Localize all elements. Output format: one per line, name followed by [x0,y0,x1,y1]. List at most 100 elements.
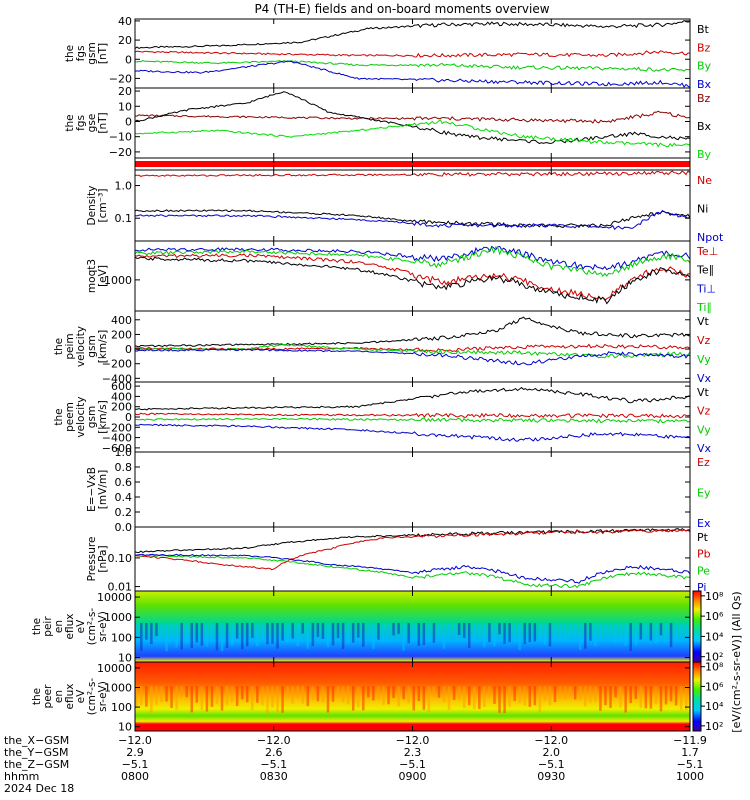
y-tick-label: 100 [111,701,132,714]
spectrogram-streak [230,686,234,703]
y-tick-label: 10 [118,100,132,113]
spectrogram-streak [387,622,390,636]
spectrogram-streak [296,686,299,699]
spectrogram-streak [644,686,648,709]
series-line-Bz [135,50,690,58]
series-line-Bt [135,19,690,49]
series-line-By [135,119,690,148]
ephemeris-value: 0900 [399,770,427,783]
legend-peim-velocity-3: Vx [697,372,712,385]
ephemeris-value: −11.9 [673,734,707,747]
spectrogram-streak [533,686,537,706]
spectrogram-streak [306,686,310,707]
spectrogram-streak [548,622,552,647]
series-line-By [135,60,690,72]
spectrogram-streak [291,686,294,704]
spectrogram-streak [402,622,405,651]
spectrogram-streak [447,686,451,710]
y-tick-label: 0.6 [115,476,133,489]
spectrogram-streak [190,686,193,713]
spectrogram-streak [377,686,380,701]
panel-ylabel-line: [km/s] [97,400,109,434]
spectrogram-streak [412,622,415,641]
spectrogram-streak [513,686,516,701]
spectrogram-streak [220,622,224,652]
spectrogram-streak [629,686,632,704]
ephemeris-table: the_X−GSM −12.0 −12.0 −12.0 −12.0 −11.9 the_Y−… [4,734,707,795]
y-tick-label: 10 [118,652,132,665]
spectrogram-streak [372,686,375,701]
panel-ylabel-line: peim [64,333,76,359]
spec-ylabel-line: en [53,690,65,703]
legend-peem-velocity-1: Vz [697,405,711,418]
spectrogram-streak [629,622,632,651]
spectrogram-streak [584,686,587,707]
spectrogram-streak [372,622,375,649]
spectrogram-streak [523,686,526,706]
colorbar-tick-label: 10⁴ [705,700,724,713]
spectrogram-streak [432,686,436,698]
spectrogram-streak [180,686,183,698]
y-tick-label: 600 [111,380,132,393]
series-line-Ti∥ [135,246,690,277]
spectrogram-streak [659,686,663,712]
spectrogram-streak [488,622,491,643]
y-tick-label: 100 [111,631,132,644]
spectrogram-peer-en-eflux: 10000 1000 100 10 the peer en eflux eV (cm²-s-sr-… [31,661,691,734]
spectrogram-streak [664,686,668,705]
spectrogram-streak [649,622,653,641]
y-tick-label: 1000 [104,681,132,694]
spectrogram-streak [609,686,612,709]
panel-ylabel-line: fgs [75,46,87,62]
spectrogram-streak [210,622,214,636]
ephemeris-value: 1.7 [681,746,699,759]
spectrogram-streak [220,686,224,711]
spectrogram-streak [362,622,365,647]
spectrogram-streak [331,686,335,702]
spec-ylabel-line: peer [42,684,54,709]
spectrogram-streak [644,622,648,636]
spectrogram-streak [634,686,637,699]
spectrogram-streak [528,622,532,643]
ephemeris-value: −5.1 [122,758,149,771]
ephemeris-row-label: the_X−GSM [4,734,69,747]
series-line-Bx [135,91,690,145]
series-line-Bx [135,60,690,88]
spectrogram-streak [447,622,451,635]
y-tick-label: 1.0 [115,446,133,459]
panel-ylabel-line: velocity [75,396,87,437]
spectrogram-streak [457,686,461,701]
legend-fgs-gse-0: Bz [697,92,711,105]
legend-pressure-0: Pt [697,531,709,544]
panel-ylabel-line: E=−VxB [86,467,98,512]
ephemeris-row-label: the_Y−GSM [4,746,69,759]
ephemeris-value: 2.3 [404,746,422,759]
series-line-Vy [135,417,690,424]
panel-ylabel-line: the [53,338,65,355]
spectrogram-streak [140,686,143,705]
series-line-Vz [135,412,690,419]
spectrogram-streak [256,686,259,703]
spectrogram-streak [604,622,607,635]
spectrogram-streak [654,686,658,705]
spectrogram-streak [679,686,683,711]
series-line-Pt [135,528,690,554]
spectrogram-streak [311,686,315,700]
spectrogram-streak [548,686,552,706]
ephemeris-value: −12.0 [396,734,430,747]
y-tick-label: 10000 [97,662,132,675]
panel-fgs-gsm: 40 20 0 −20 the fgs gsm [nT] Bt Bz By Bx [64,15,712,91]
spectrogram-streak [301,622,304,634]
panel-ylabel-line: [nT] [97,112,109,133]
spectrogram-streak [326,622,330,648]
spectrogram-streak [568,686,572,698]
spectrogram-streak [614,622,617,643]
spectrogram-streak [488,686,491,698]
spec-ylabel-line: the [31,618,43,635]
spectrogram-streak [246,686,249,703]
legend-pressure-2: Pe [697,564,710,577]
spectrogram-streak [462,622,466,639]
spectrogram-streak [609,622,612,635]
